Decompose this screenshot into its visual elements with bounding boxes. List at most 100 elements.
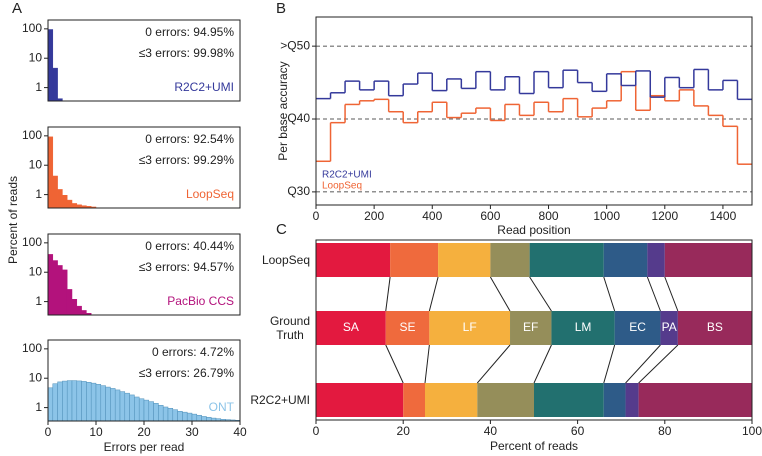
bar	[47, 29, 54, 102]
plot-frame	[47, 233, 241, 316]
series-label: LoopSeq	[186, 187, 234, 201]
y-tick-label: 100	[22, 21, 42, 35]
x-tick-label: 20	[397, 424, 411, 438]
connector	[603, 344, 616, 384]
bar	[138, 398, 145, 422]
bar	[172, 409, 178, 422]
bar	[114, 389, 121, 422]
y-tick-label: 10	[29, 370, 43, 384]
segment	[403, 383, 425, 417]
y-tick-label: 10	[29, 264, 43, 278]
connector	[385, 276, 391, 312]
segment	[660, 311, 678, 345]
connector	[424, 344, 430, 384]
y-tick-label: 10	[29, 157, 43, 171]
bar	[62, 269, 68, 316]
x-tick-label: 80	[658, 424, 672, 438]
plot-frame	[315, 239, 753, 421]
y-tick-label: Q30	[287, 184, 310, 198]
bar	[196, 414, 202, 422]
bar	[100, 385, 106, 422]
bar	[47, 254, 54, 316]
bar	[62, 195, 68, 209]
connector	[533, 344, 552, 384]
bar	[52, 260, 58, 316]
x-tick-label: 60	[571, 424, 585, 438]
segment	[490, 243, 530, 277]
x-axis-label: Percent of reads	[490, 439, 578, 453]
x-axis-label: Errors per read	[104, 440, 185, 454]
plot-frame	[47, 19, 241, 102]
x-tick-label: 1000	[593, 209, 620, 223]
y-tick-label: 10	[29, 50, 43, 64]
annotation: 0 errors: 40.44%	[145, 239, 234, 253]
bar	[124, 392, 130, 422]
bar	[52, 383, 58, 422]
segment	[316, 311, 386, 345]
category-label: Ground Truth	[269, 314, 310, 342]
bar	[129, 394, 135, 422]
annotation: ≤3 errors: 94.57%	[139, 260, 235, 274]
x-tick-label: 0	[313, 424, 320, 438]
bar	[134, 396, 140, 422]
bar	[105, 386, 111, 422]
x-tick-label: 0	[45, 425, 52, 439]
x-tick-label: 10	[89, 425, 103, 439]
y-tick-label: 100	[22, 235, 42, 249]
category-label: R2C2+UMI	[250, 393, 310, 407]
segment-label: BS	[707, 320, 723, 334]
plot-frame	[315, 16, 753, 206]
bar	[167, 408, 174, 422]
x-tick-label: 40	[484, 424, 498, 438]
segment	[664, 243, 752, 277]
x-tick-label: 30	[185, 425, 199, 439]
bar	[66, 289, 73, 316]
x-tick-label: 100	[742, 424, 762, 438]
bar	[182, 411, 188, 422]
bar	[47, 136, 54, 209]
bar	[162, 406, 169, 422]
bar	[62, 380, 68, 422]
y-tick-label: 1	[35, 294, 42, 308]
bar	[158, 405, 164, 422]
connector	[476, 344, 511, 384]
segment	[510, 311, 552, 345]
bar	[52, 67, 58, 102]
connector	[529, 276, 552, 312]
connector	[603, 276, 616, 312]
y-axis-label: Percent of reads	[6, 176, 20, 264]
y-tick-label: 100	[22, 341, 42, 355]
annotation: 0 errors: 92.54%	[145, 132, 234, 146]
segment	[534, 383, 604, 417]
bar	[119, 391, 126, 422]
x-axis-label: Read position	[497, 223, 570, 237]
bar	[57, 381, 63, 422]
panel-letter: A	[12, 0, 22, 17]
bar	[177, 411, 183, 422]
segment-label: EF	[523, 320, 538, 334]
legend-label: R2C2+UMI	[322, 170, 372, 181]
segment	[438, 243, 491, 277]
annotation: 0 errors: 94.95%	[145, 25, 234, 39]
segment	[425, 383, 478, 417]
connector	[625, 344, 661, 384]
bar	[52, 175, 58, 209]
series-label: ONT	[209, 400, 235, 414]
annotation: ≤3 errors: 99.98%	[139, 46, 235, 60]
x-tick-label: 200	[364, 209, 384, 223]
bar	[76, 380, 82, 422]
connector	[428, 276, 439, 312]
connector	[638, 344, 679, 384]
bar	[66, 199, 73, 209]
bar	[57, 265, 63, 316]
segment	[385, 311, 430, 345]
bar	[191, 413, 198, 422]
series-label: R2C2+UMI	[174, 80, 234, 94]
bar	[57, 189, 63, 209]
bar	[47, 387, 54, 422]
annotation: ≤3 errors: 26.79%	[139, 366, 235, 380]
segment	[390, 243, 439, 277]
y-tick-label: 1	[35, 400, 42, 414]
segment	[316, 243, 391, 277]
